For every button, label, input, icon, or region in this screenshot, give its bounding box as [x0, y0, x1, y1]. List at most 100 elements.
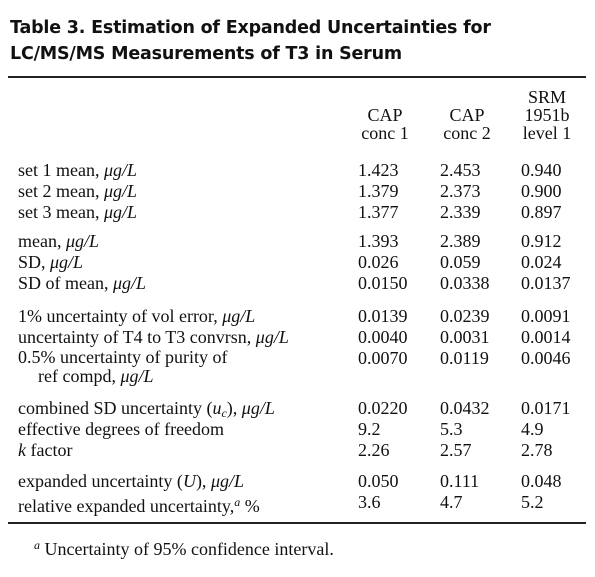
text-part: μg/L: [103, 181, 138, 201]
text-part: set 3 mean,: [18, 202, 104, 222]
row-label: set 1 mean, μg/L: [18, 160, 137, 181]
cell-value: 0.0150: [358, 273, 408, 293]
bottom-rule: [8, 522, 586, 524]
text-part: set 2 mean,: [18, 181, 104, 201]
cell-value: 2.373: [440, 181, 481, 201]
cell-value: 0.0070: [358, 348, 408, 368]
cell-value: 0.0091: [521, 306, 571, 326]
table-title: Table 3. Estimation of Expanded Uncertai…: [10, 18, 491, 38]
top-rule: [8, 76, 586, 78]
text-part: ),: [226, 398, 242, 418]
text-part: factor: [26, 440, 73, 460]
cell-value: 2.57: [440, 440, 472, 460]
cell-value: 0.0239: [440, 306, 490, 326]
cell-value: 5.3: [440, 419, 463, 439]
text-part: effective degrees of freedom: [18, 419, 225, 439]
column-header: SRM: [527, 87, 567, 107]
cell-value: 1.379: [358, 181, 399, 201]
text-part: Uncertainty of 95% confidence interval.: [40, 539, 334, 559]
row-label: uncertainty of T4 to T3 convrsn, μg/L: [18, 327, 289, 348]
cell-value: 4.7: [440, 492, 463, 512]
cell-value: 0.900: [521, 181, 562, 201]
text-part: u: [212, 398, 222, 418]
cell-value: 0.048: [521, 471, 562, 491]
cell-value: 0.050: [358, 471, 399, 491]
cell-value: 1.377: [358, 202, 399, 222]
text-part: ref compd,: [38, 366, 121, 386]
column-header: CAP: [449, 105, 485, 125]
cell-value: 0.0119: [440, 348, 489, 368]
row-label: k factor: [18, 440, 72, 461]
row-label: SD of mean, μg/L: [18, 273, 146, 294]
text-part: SD,: [18, 252, 51, 272]
cell-value: 4.9: [521, 419, 544, 439]
text-part: μg/L: [210, 471, 244, 491]
row-label: set 2 mean, μg/L: [18, 181, 137, 202]
text-part: uncertainty of T4 to T3 convrsn,: [18, 327, 256, 347]
cell-value: 0.912: [521, 231, 562, 251]
text-part: relative expanded uncertainty,: [18, 496, 235, 516]
cell-value: 0.0338: [440, 273, 490, 293]
column-header: conc 1: [361, 123, 409, 143]
cell-value: 0.0171: [521, 398, 571, 418]
row-label: expanded uncertainty (U), μg/L: [18, 471, 244, 492]
cell-value: 2.26: [358, 440, 390, 460]
cell-value: 0.0137: [521, 273, 571, 293]
cell-value: 3.6: [358, 492, 381, 512]
cell-value: 2.339: [440, 202, 481, 222]
text-part: 1% uncertainty of vol error,: [18, 306, 223, 326]
cell-value: 1.423: [358, 160, 399, 180]
cell-value: 0.0046: [521, 348, 571, 368]
cell-value: 0.0220: [358, 398, 408, 418]
text-part: μg/L: [255, 327, 289, 347]
cell-value: 2.453: [440, 160, 481, 180]
cell-value: 0.0139: [358, 306, 408, 326]
text-part: μg/L: [241, 398, 275, 418]
text-part: μg/L: [112, 273, 147, 293]
text-part: mean,: [18, 231, 66, 251]
cell-value: 0.0031: [440, 327, 490, 347]
text-part: 0.5% uncertainty of purity of: [18, 347, 228, 367]
row-label: combined SD uncertainty (uc), μg/L: [18, 398, 275, 424]
cell-value: 0.0014: [521, 327, 571, 347]
text-part: μg/L: [65, 231, 100, 251]
cell-value: 0.024: [521, 252, 562, 272]
row-label: mean, μg/L: [18, 231, 99, 252]
text-part: set 1 mean,: [18, 160, 104, 180]
cell-value: 2.78: [521, 440, 553, 460]
column-header: 1951b: [524, 105, 570, 125]
text-part: a: [234, 495, 241, 509]
text-part: combined SD uncertainty (: [18, 398, 213, 418]
row-label: relative expanded uncertainty,a %: [18, 492, 260, 517]
cell-value: 0.111: [440, 471, 480, 491]
cell-value: 0.026: [358, 252, 399, 272]
cell-value: 0.0040: [358, 327, 408, 347]
text-part: μg/L: [222, 306, 256, 326]
text-part: μg/L: [50, 252, 84, 272]
text-part: expanded uncertainty (: [18, 471, 183, 491]
text-part: a: [34, 538, 40, 552]
text-part: %: [240, 496, 260, 516]
row-label: 0.5% uncertainty of purity of ref compd, …: [18, 348, 227, 386]
text-part: μg/L: [103, 160, 138, 180]
text-part: k: [18, 440, 26, 460]
cell-value: 0.940: [521, 160, 562, 180]
row-label: SD, μg/L: [18, 252, 83, 273]
cell-value: 5.2: [521, 492, 544, 512]
cell-value: 1.393: [358, 231, 399, 251]
table-title: LC/MS/MS Measurements of T3 in Serum: [10, 44, 402, 64]
row-label: effective degrees of freedom: [18, 419, 224, 440]
text-part: U: [182, 471, 196, 491]
cell-value: 9.2: [358, 419, 381, 439]
text-part: ),: [195, 471, 211, 491]
column-header: level 1: [522, 123, 572, 143]
row-label: 1% uncertainty of vol error, μg/L: [18, 306, 255, 327]
column-header: conc 2: [443, 123, 491, 143]
text-part: μg/L: [120, 366, 154, 386]
cell-value: 2.389: [440, 231, 481, 251]
column-header: CAP: [367, 105, 403, 125]
cell-value: 0.059: [440, 252, 481, 272]
footnote: a Uncertainty of 95% confidence interval…: [34, 535, 334, 560]
cell-value: 0.897: [521, 202, 562, 222]
